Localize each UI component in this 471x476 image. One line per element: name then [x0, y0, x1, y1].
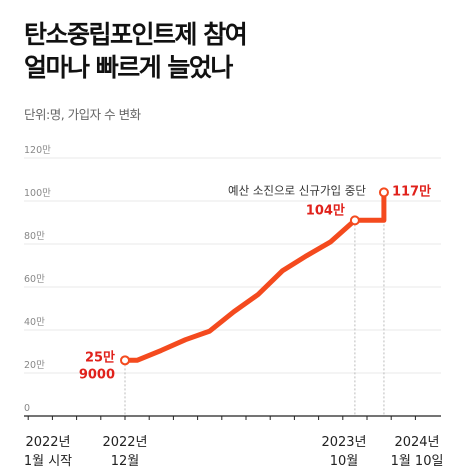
label-start-line2: 9000 — [79, 367, 115, 382]
label-2024-01: 117만 — [392, 183, 431, 199]
unit-label: 단위:명, 가입자 수 변화 — [24, 107, 141, 122]
y-tick-label: 40만 — [24, 317, 45, 328]
y-tick-label: 80만 — [24, 231, 45, 242]
label-2023-10: 104만 — [306, 202, 345, 218]
point-2023-10 — [349, 215, 360, 226]
note-budget-exhausted: 예산 소진으로 신규가입 중단 — [228, 183, 366, 197]
title-line-2: 얼마나 빠르게 늘었나 — [24, 53, 233, 82]
x-tick-label-line2: 12월 — [111, 454, 140, 469]
x-tick-label-line1: 2022년 — [102, 435, 147, 450]
chart-title: 탄소중립포인트제 참여 얼마나 빠르게 늘었나 — [24, 18, 248, 84]
y-tick-label: 20만 — [24, 360, 45, 371]
x-tick-label-line1: 2024년 — [394, 435, 439, 450]
y-tick-label: 120만 — [24, 145, 51, 156]
title-line-1: 탄소중립포인트제 참여 — [24, 20, 248, 49]
point-start — [120, 355, 130, 366]
x-tick-label-line2: 1월 시작 — [24, 454, 72, 469]
x-tick-label-line2: 1월 10일 — [391, 454, 444, 469]
x-tick-label-line1: 2023년 — [321, 435, 366, 450]
label-start-line1: 25만 — [85, 349, 115, 365]
y-tick-label: 100만 — [24, 188, 51, 199]
y-tick-label: 60만 — [24, 274, 45, 285]
series-line — [122, 189, 387, 363]
y-tick-label: 0 — [24, 403, 30, 414]
point-2024-01 — [378, 187, 389, 198]
x-tick-label-line2: 10월 — [330, 454, 359, 469]
x-tick-label-line1: 2022년 — [25, 435, 70, 450]
